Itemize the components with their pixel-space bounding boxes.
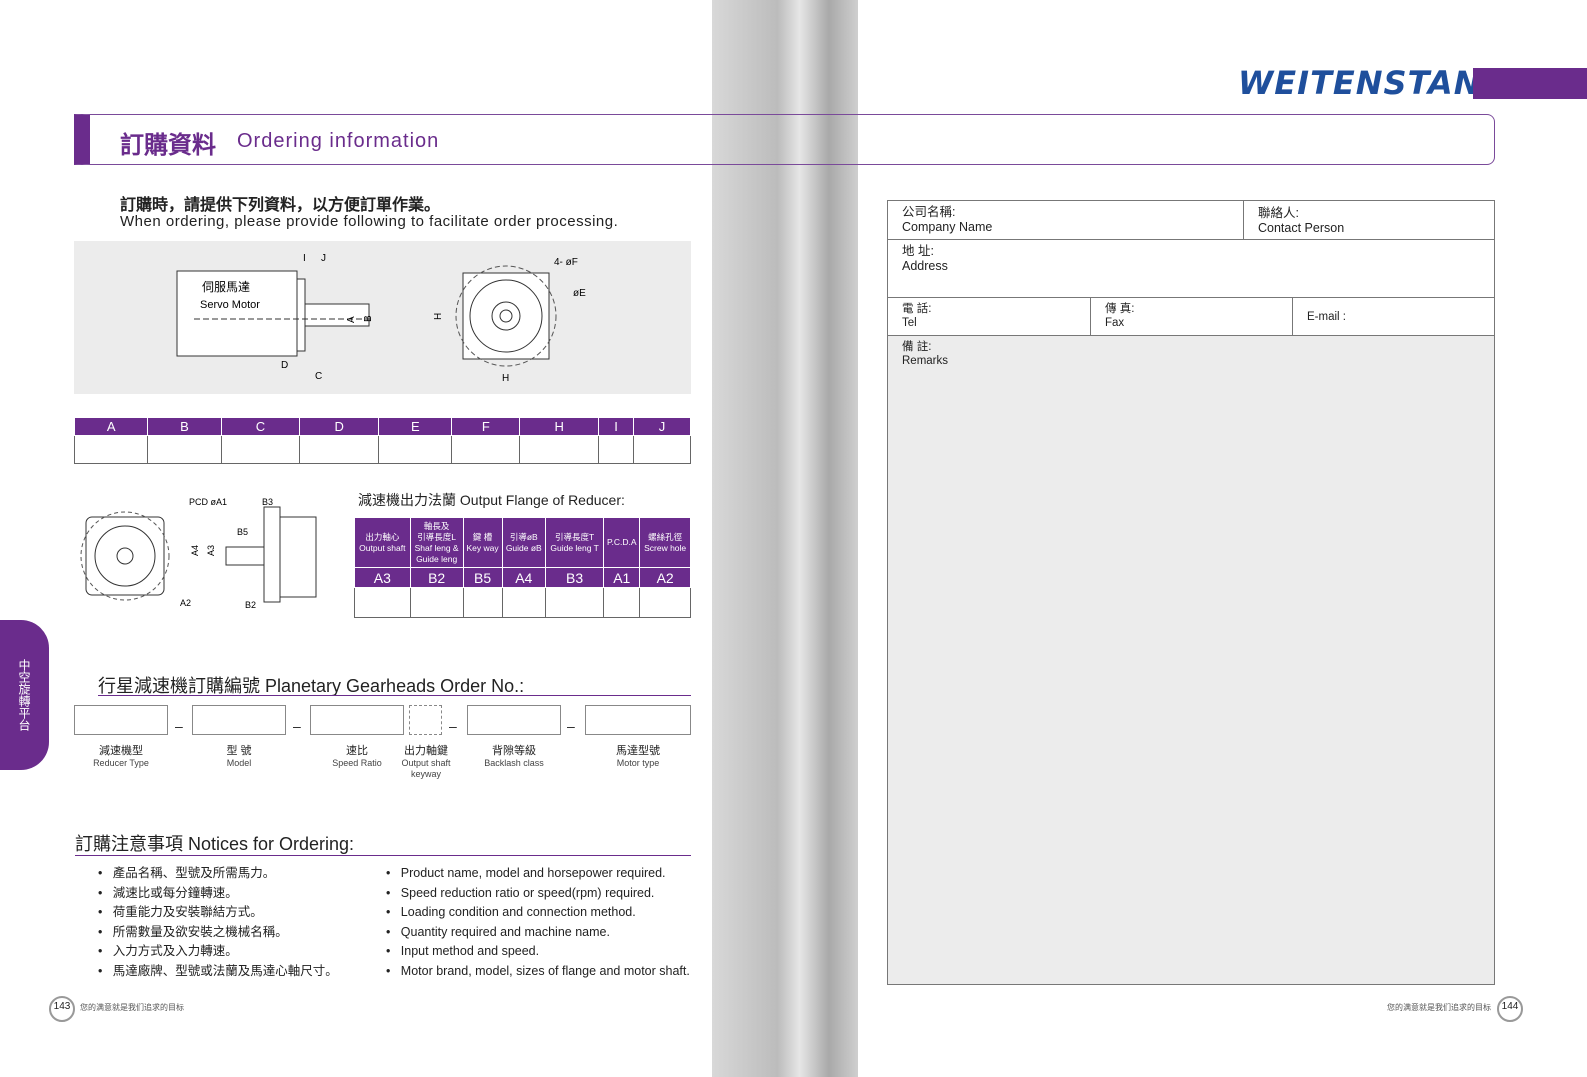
flange-dim-label: A4 (190, 545, 200, 556)
reducer-type-field[interactable] (74, 705, 168, 735)
dim-label: A (346, 316, 357, 323)
notices-en: • Product name, model and horsepower req… (386, 866, 690, 978)
separator: – (293, 718, 301, 734)
flange-dim-label: B3 (262, 497, 273, 507)
intro-en: When ordering, please provide following … (120, 213, 619, 230)
label-reducer-type: 減速機型 Reducer Type (93, 745, 149, 768)
speed-ratio-field[interactable] (310, 705, 404, 735)
page-number-right: 144 (1497, 996, 1523, 1022)
footer-slogan-left: 您的满意就是我们追求的目标 (80, 1003, 184, 1012)
remarks-field[interactable]: 備 註: Remarks (888, 336, 1494, 984)
company-field[interactable]: 公司名稱: Company Name (888, 201, 1244, 240)
center-gutter-image (712, 0, 858, 1077)
section-header: 訂購資料 Ordering information (74, 114, 1495, 165)
keyway-field[interactable] (409, 705, 442, 735)
intro-zh: 訂購時，請提供下列資料，以方便訂單作業。 (120, 195, 441, 214)
dim-label: H (502, 373, 509, 384)
dim-label: 4- øF (554, 257, 578, 268)
flange-dim-label: A3 (206, 545, 216, 556)
email-field[interactable]: E-mail : (1293, 298, 1494, 336)
dim-label: J (321, 253, 326, 264)
dim-label: B (363, 315, 374, 322)
side-tab[interactable]: 中空旋轉平台 (0, 620, 49, 770)
label-backlash: 背隙等級 Backlash class (484, 745, 544, 768)
motor-label-en: Servo Motor (200, 299, 260, 311)
header-en: Ordering information (237, 130, 440, 152)
dim-label: C (315, 371, 322, 382)
label-keyway: 出力軸鍵 Output shaft keyway (401, 745, 451, 779)
label-speed-ratio: 速比 Speed Ratio (332, 745, 382, 768)
motor-type-field[interactable] (585, 705, 691, 735)
order-form: 公司名稱: Company Name 聯絡人: Contact Person 地 址… (887, 200, 1495, 985)
notices-title: 訂購注意事項 Notices for Ordering: (75, 834, 355, 854)
notices-zh: • 產品名稱、型號及所需馬力。 • 減速比或每分鐘轉速。 • 荷重能力及安裝聯結方式… (98, 866, 338, 978)
flange-dim-label: B5 (237, 527, 248, 537)
separator: – (175, 718, 183, 734)
backlash-field[interactable] (467, 705, 561, 735)
label-motor-type: 馬達型號 Motor type (616, 745, 660, 768)
tel-field[interactable]: 電 話: Tel (888, 298, 1091, 336)
motor-diagram: 伺服馬達 Servo Motor I J A B D C H H 4- øF øE (74, 241, 691, 394)
footer-slogan-right: 您的满意就是我们追求的目标 (1387, 1003, 1491, 1012)
dim-input[interactable] (73, 435, 149, 464)
contact-field[interactable]: 聯絡人: Contact Person (1244, 201, 1494, 240)
dim-label: I (303, 253, 306, 264)
model-field[interactable] (192, 705, 286, 735)
flange-diagram: PCD øA1 B3 B5 A4 A3 A2 B2 (80, 497, 317, 610)
motor-label-zh: 伺服馬達 (202, 280, 250, 294)
dim-label: øE (573, 288, 586, 299)
flange-dim-label: A2 (180, 598, 191, 608)
header-zh: 訂購資料 (120, 131, 216, 159)
flange-input[interactable] (354, 587, 411, 618)
fax-field[interactable]: 傳 真: Fax (1091, 298, 1293, 336)
brand-bar (1473, 68, 1587, 99)
dim-label: D (281, 360, 288, 371)
flange-dim-label: B2 (245, 600, 256, 610)
divider (75, 855, 691, 856)
brand-logo: WEITENSTAN (1238, 64, 1482, 102)
address-field[interactable]: 地 址: Address (888, 240, 1494, 298)
flange-title: 減速機出力法蘭 Output Flange of Reducer: (358, 492, 625, 508)
separator: – (567, 718, 575, 734)
divider (98, 695, 691, 696)
order-title: 行星減速機訂購編號 Planetary Gearheads Order No.: (98, 676, 525, 696)
label-model: 型 號 Model (226, 745, 252, 768)
flange-dim-label: PCD øA1 (189, 497, 227, 507)
page-number-left: 143 (49, 996, 75, 1022)
flange-table: 出力軸心 Output shaft 軸長及 引導長度L Shaf leng & Guid… (354, 517, 691, 618)
separator: – (449, 718, 457, 734)
dim-label: H (433, 313, 444, 320)
